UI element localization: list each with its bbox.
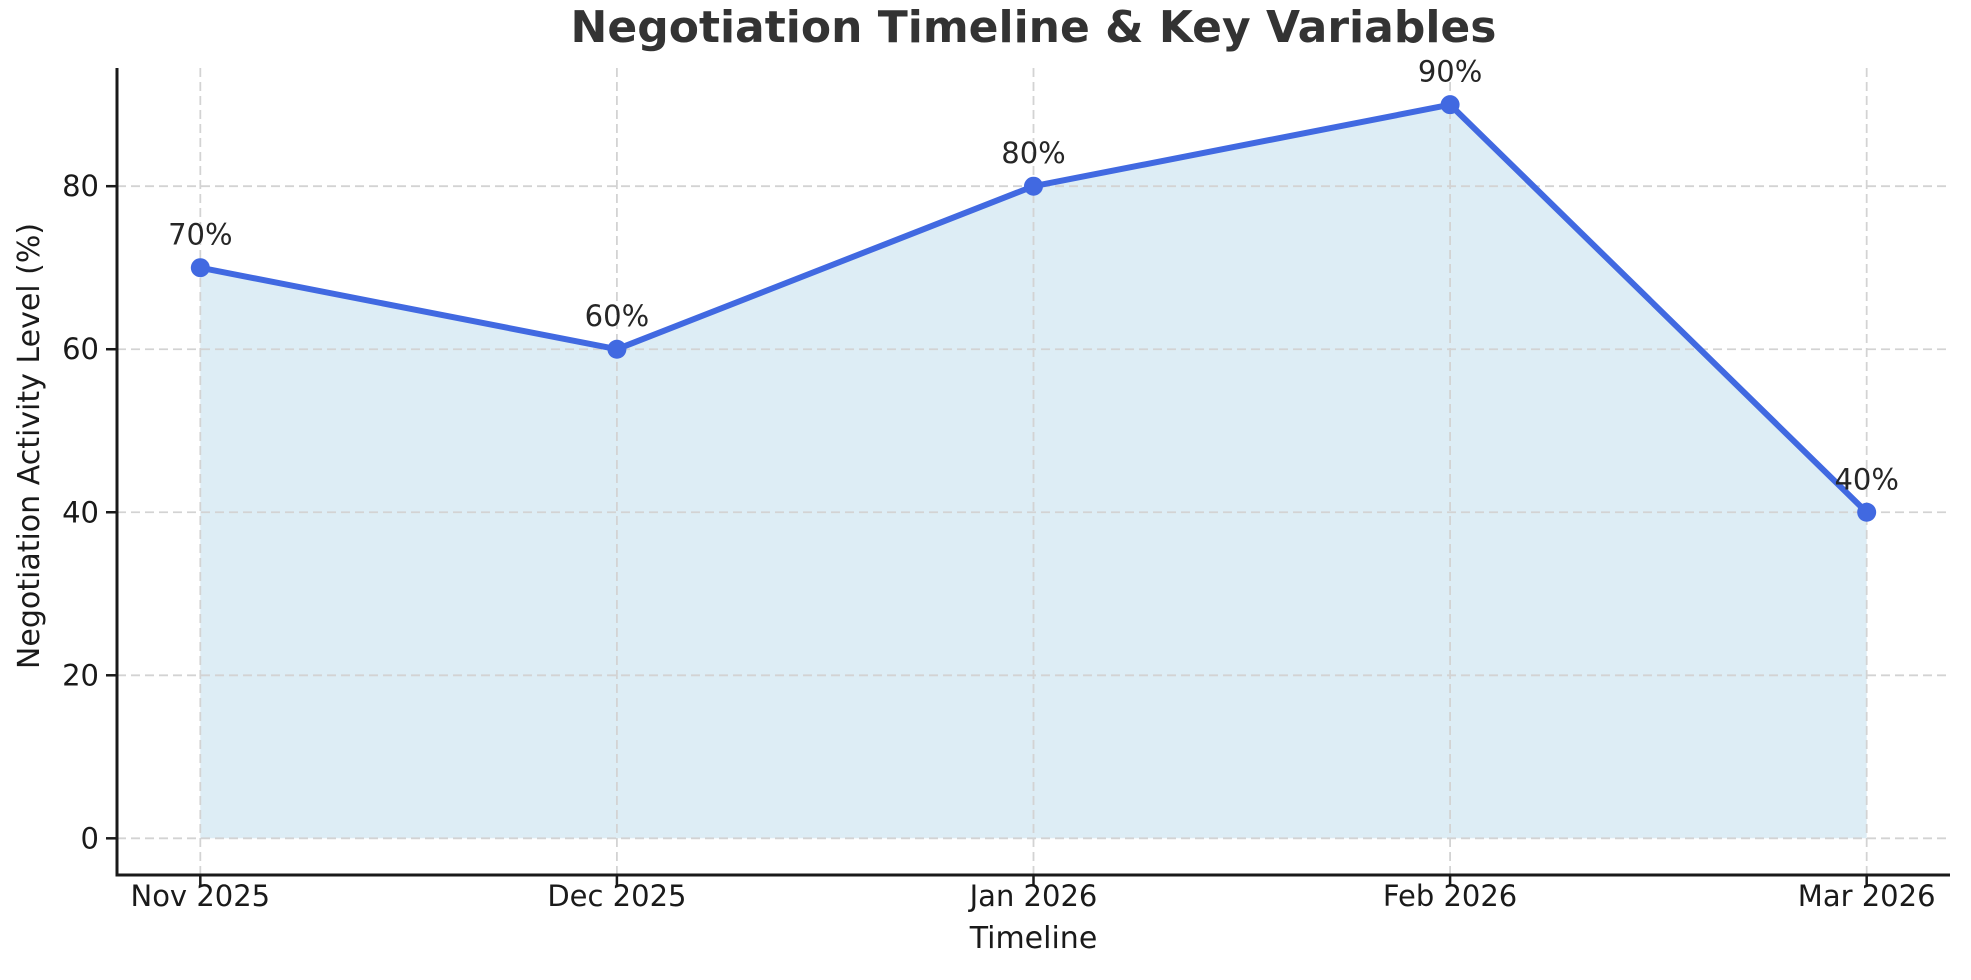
x-tick-label: Dec 2025 bbox=[547, 879, 686, 913]
data-point-marker bbox=[1857, 502, 1877, 522]
y-tick-label: 60 bbox=[62, 332, 99, 366]
data-point-marker bbox=[1024, 176, 1043, 196]
area-fill bbox=[200, 104, 1867, 839]
x-tick-label: Mar 2026 bbox=[1798, 879, 1936, 913]
data-point-marker bbox=[607, 339, 627, 359]
data-point-marker bbox=[1440, 95, 1460, 115]
chart-title: Negotiation Timeline & Key Variables bbox=[570, 2, 1497, 53]
data-point-label: 40% bbox=[1834, 462, 1898, 496]
data-point-label: 90% bbox=[1418, 55, 1482, 89]
y-tick-label: 40 bbox=[62, 495, 99, 529]
data-point-label: 80% bbox=[1001, 136, 1065, 170]
x-axis-label: Timeline bbox=[969, 921, 1098, 956]
x-tick-label: Nov 2025 bbox=[131, 879, 271, 913]
x-tick-label: Jan 2026 bbox=[968, 879, 1098, 913]
y-tick-label: 0 bbox=[81, 821, 99, 855]
y-tick-label: 80 bbox=[62, 169, 99, 203]
y-tick-label: 20 bbox=[62, 658, 99, 692]
data-point-label: 70% bbox=[168, 218, 232, 252]
data-point-label: 60% bbox=[585, 299, 649, 333]
data-point-marker bbox=[190, 258, 210, 278]
x-tick-label: Feb 2026 bbox=[1383, 879, 1517, 913]
